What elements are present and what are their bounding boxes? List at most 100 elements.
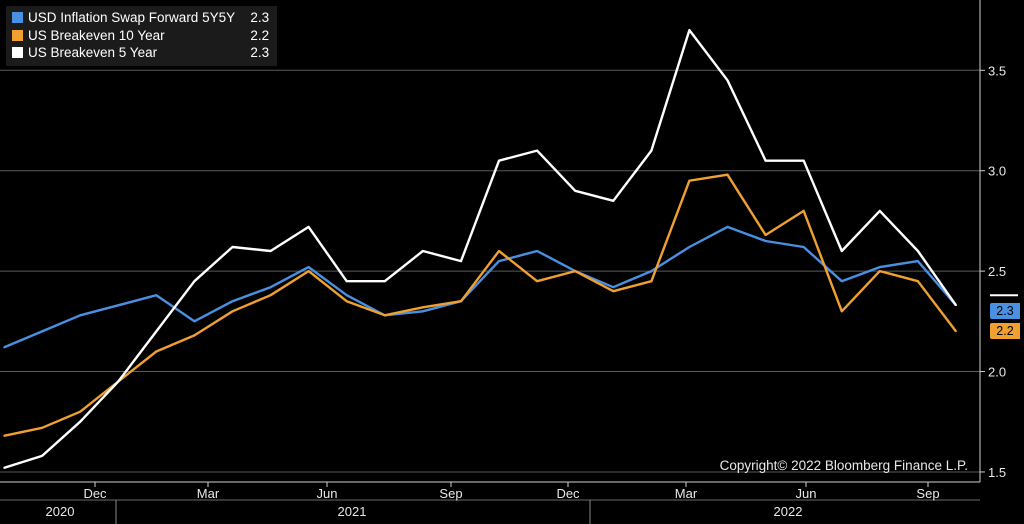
legend-entry-breakeven-10y[interactable]: US Breakeven 10 Year 2.2 xyxy=(12,27,269,45)
x-year-label: 2020 xyxy=(46,504,75,519)
x-month-label: Jun xyxy=(796,486,817,501)
legend-label: USD Inflation Swap Forward 5Y5Y xyxy=(28,10,236,25)
x-month-label: Sep xyxy=(439,486,462,501)
data-point xyxy=(802,159,805,162)
legend-value: 2.3 xyxy=(250,10,270,25)
data-point xyxy=(726,173,729,176)
data-point xyxy=(917,280,919,283)
data-point xyxy=(155,330,158,333)
data-point xyxy=(422,310,424,313)
data-point xyxy=(879,210,881,212)
data-point xyxy=(307,226,310,228)
data-point xyxy=(231,300,234,303)
x-month-label: Mar xyxy=(675,486,698,501)
data-point xyxy=(802,246,805,248)
data-point xyxy=(79,420,81,423)
data-point xyxy=(574,190,576,192)
data-point xyxy=(307,270,310,272)
x-month-label: Jun xyxy=(317,486,338,501)
data-point xyxy=(79,314,81,317)
data-point xyxy=(841,250,843,252)
data-point xyxy=(498,159,500,162)
data-point xyxy=(917,250,919,252)
data-point xyxy=(841,280,843,283)
y-tick-label: 1.5 xyxy=(988,465,1006,480)
data-point xyxy=(764,159,767,162)
data-point xyxy=(764,240,767,242)
legend-swatch-orange xyxy=(12,29,23,41)
x-year-label: 2021 xyxy=(338,504,367,519)
data-point xyxy=(536,280,538,283)
data-point xyxy=(345,300,348,303)
data-point xyxy=(193,334,196,337)
last-value-tag-swap: 2.3 xyxy=(990,303,1020,320)
data-point xyxy=(41,330,43,333)
data-point xyxy=(384,314,386,317)
legend-entry-swap-5y5y[interactable]: USD Inflation Swap Forward 5Y5Y 2.3 xyxy=(12,9,269,27)
copyright-notice: Copyright© 2022 Bloomberg Finance L.P. xyxy=(719,458,968,473)
data-point xyxy=(41,427,43,429)
data-point xyxy=(688,246,691,248)
data-point xyxy=(3,467,5,469)
data-point xyxy=(498,250,500,252)
y-tick-label: 2.5 xyxy=(988,264,1006,279)
legend-swatch-blue xyxy=(12,12,23,24)
data-point xyxy=(612,290,615,293)
y-tick-label: 3.0 xyxy=(988,164,1006,179)
legend-label: US Breakeven 5 Year xyxy=(28,45,158,60)
x-month-label: Sep xyxy=(916,486,939,501)
legend: USD Inflation Swap Forward 5Y5Y 2.3 US B… xyxy=(6,6,278,66)
data-point xyxy=(726,79,729,82)
y-tick-label: 2.0 xyxy=(988,365,1006,380)
legend-swatch-white xyxy=(12,47,23,59)
data-point xyxy=(231,310,234,313)
series-line-0 xyxy=(3,225,957,349)
data-point xyxy=(3,346,5,349)
data-point xyxy=(345,280,348,283)
x-month-label: Dec xyxy=(556,486,580,501)
data-point xyxy=(155,294,158,297)
data-point xyxy=(460,300,462,303)
x-month-label: Mar xyxy=(197,486,220,501)
data-point xyxy=(117,304,119,307)
last-value-tag-10y: 2.2 xyxy=(990,323,1020,340)
data-point xyxy=(879,266,881,268)
data-point xyxy=(498,260,500,262)
data-point xyxy=(193,280,196,283)
data-point xyxy=(193,320,196,323)
x-month-label: Dec xyxy=(83,486,107,501)
legend-entry-breakeven-5y[interactable]: US Breakeven 5 Year 2.3 xyxy=(12,44,269,62)
legend-value: 2.3 xyxy=(250,45,270,60)
data-point xyxy=(612,200,615,202)
data-point xyxy=(422,306,424,309)
data-point xyxy=(955,304,957,307)
data-point xyxy=(650,270,653,272)
data-point xyxy=(307,266,310,268)
data-point xyxy=(879,270,881,272)
data-point xyxy=(79,410,81,413)
data-point xyxy=(345,294,348,297)
data-point xyxy=(650,149,653,152)
data-point xyxy=(726,226,729,228)
data-point xyxy=(612,286,615,289)
data-point xyxy=(269,286,272,289)
data-point xyxy=(41,455,43,457)
data-point xyxy=(764,234,767,236)
data-point xyxy=(688,29,691,31)
data-point xyxy=(422,250,424,252)
y-tick-label: 3.5 xyxy=(988,63,1006,78)
data-point xyxy=(269,294,272,297)
data-point xyxy=(841,310,843,313)
x-year-label: 2022 xyxy=(774,504,803,519)
data-point xyxy=(574,270,576,272)
data-point xyxy=(536,250,538,252)
data-point xyxy=(117,380,119,383)
legend-label: US Breakeven 10 Year xyxy=(28,27,165,43)
data-point xyxy=(384,280,386,283)
data-point xyxy=(688,179,691,182)
data-point xyxy=(802,210,805,212)
data-point xyxy=(955,330,957,333)
data-point xyxy=(155,350,158,353)
data-point xyxy=(460,260,462,262)
